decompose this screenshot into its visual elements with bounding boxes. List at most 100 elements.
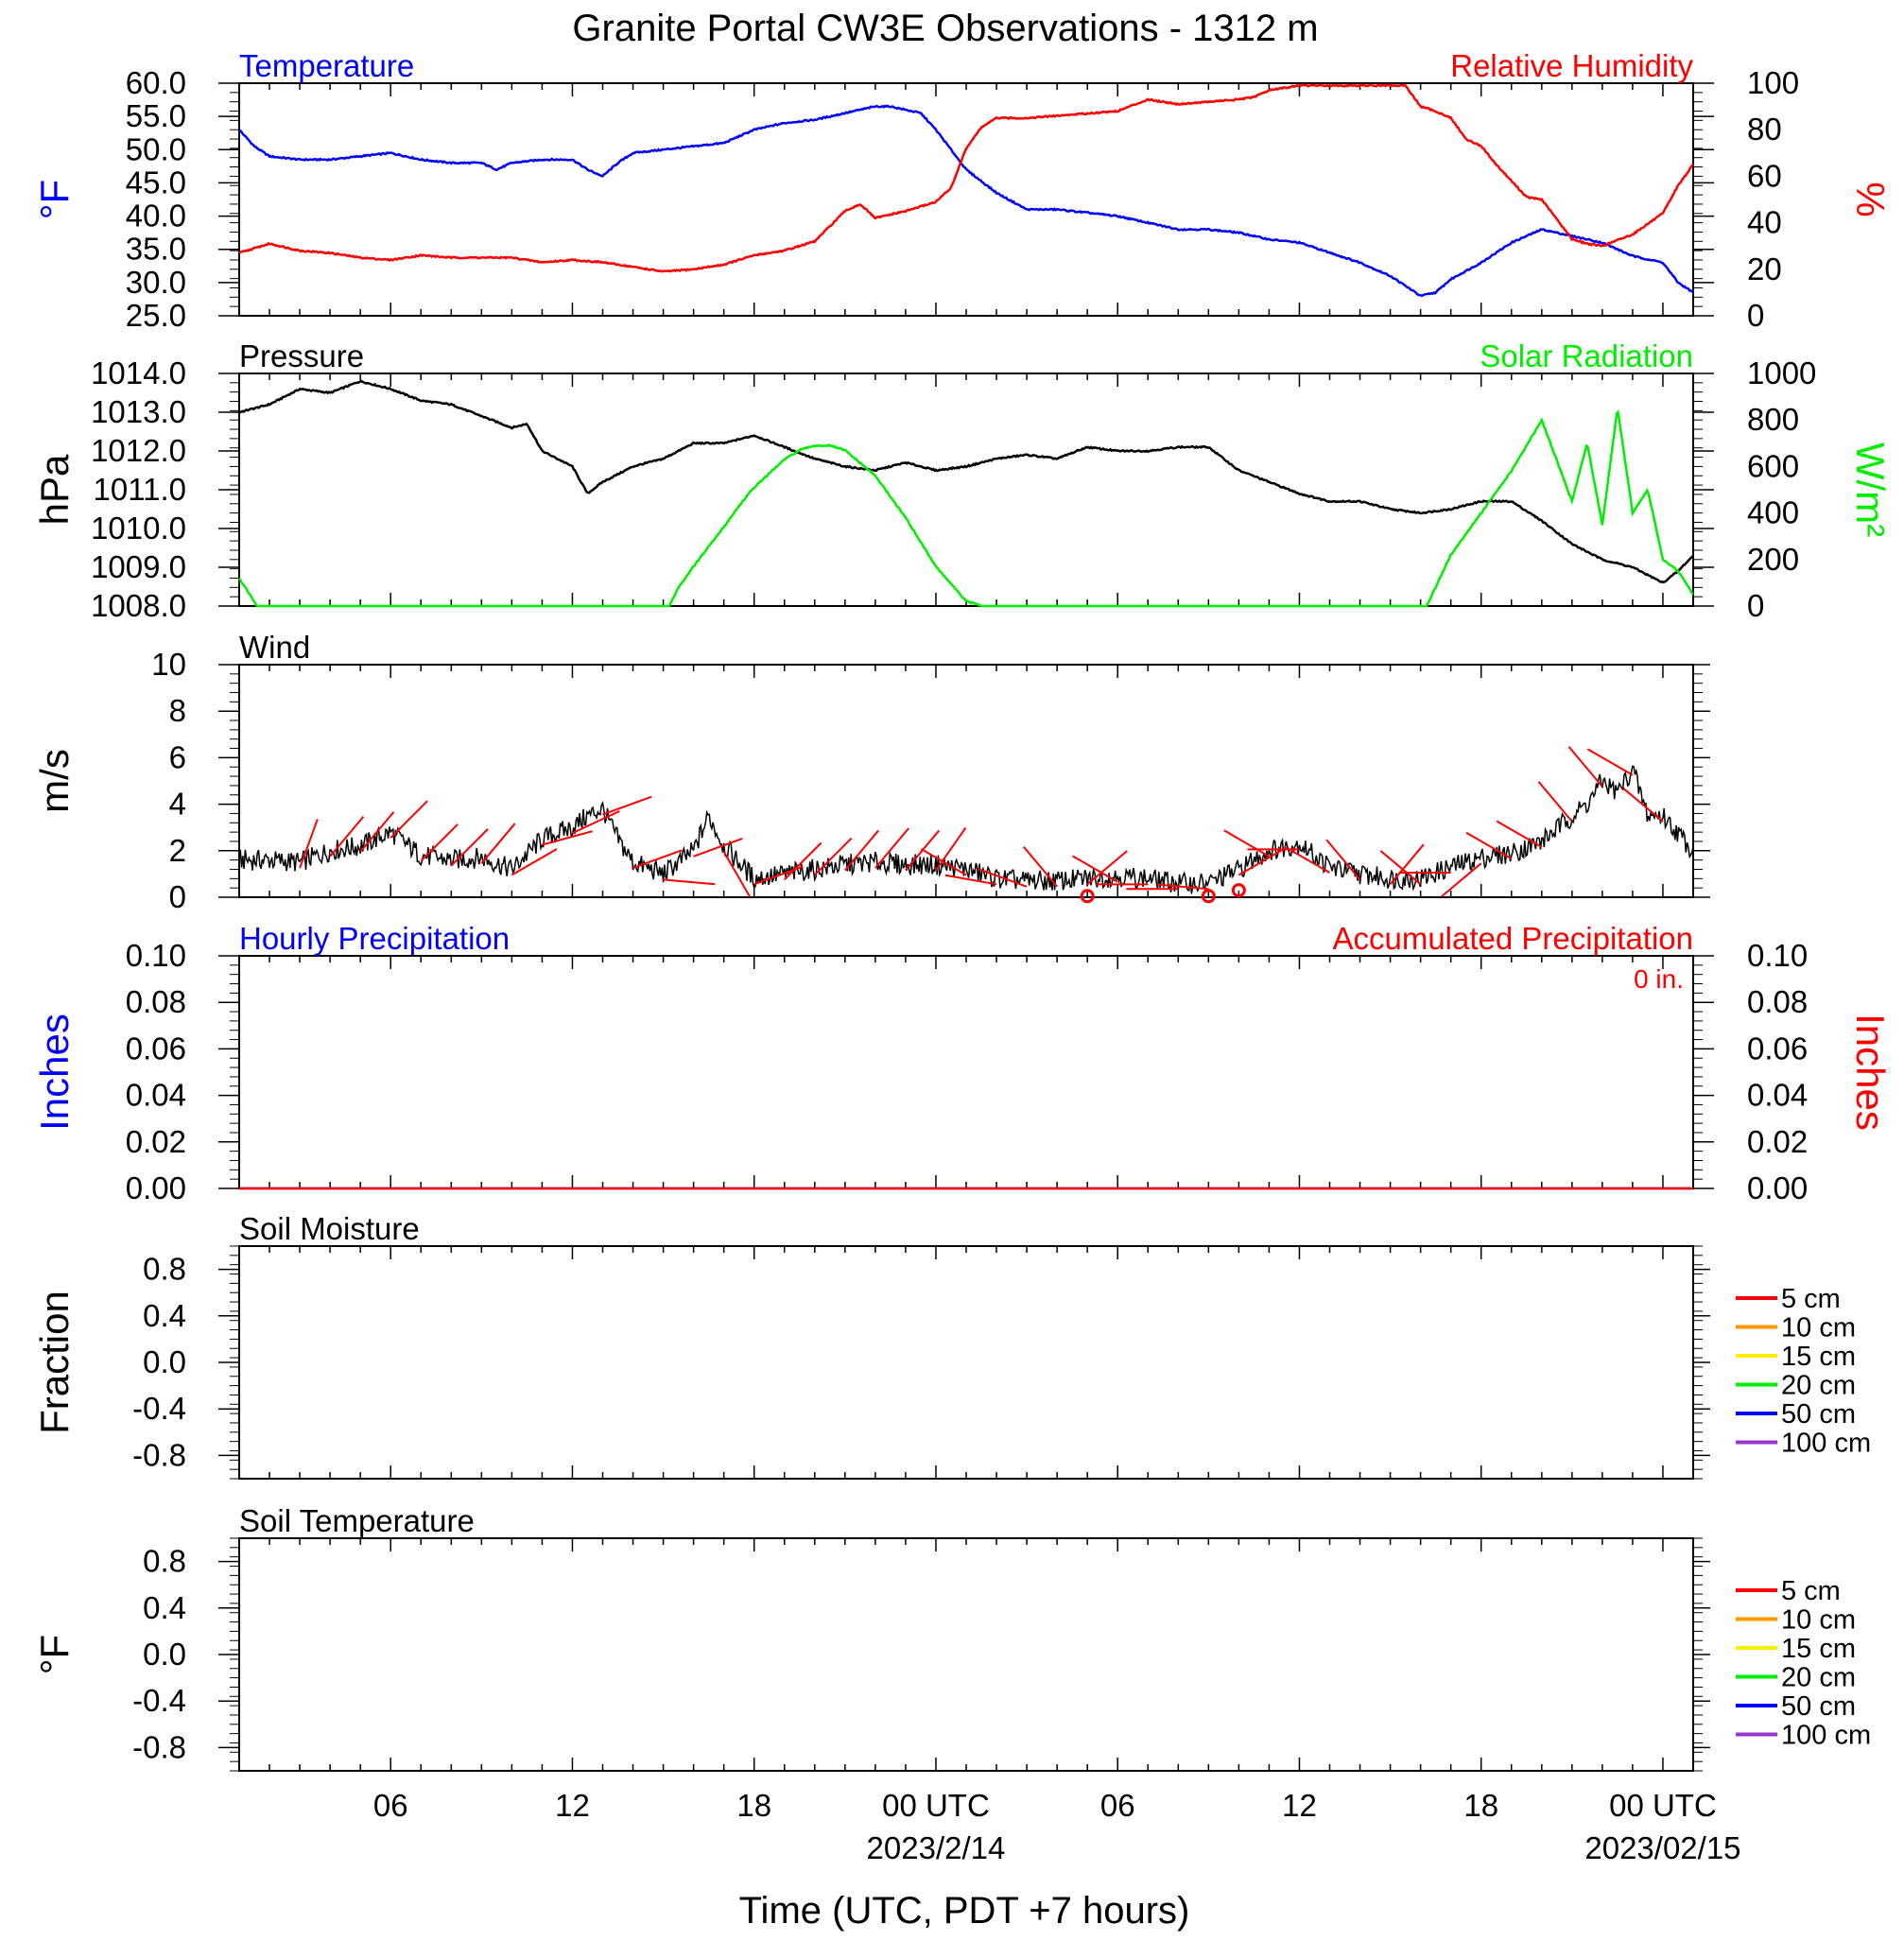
y-left-tick-label: 45.0: [126, 165, 186, 199]
calm-wind-marker: [1080, 889, 1095, 904]
x-tick-label: 00 UTC: [1609, 1788, 1717, 1823]
series-line-left: [239, 379, 1694, 584]
panel-title-left: Hourly Precipitation: [239, 921, 510, 956]
y-right-tick-label: 0.08: [1747, 984, 1808, 1019]
y-right-tick-label: 100: [1747, 65, 1799, 100]
wind-barb: [722, 851, 752, 898]
wind-barb: [1440, 862, 1482, 898]
y-left-tick-label: 40.0: [126, 199, 186, 234]
x-tick-label: 06: [373, 1788, 408, 1823]
legend-label: 100 cm: [1781, 1429, 1871, 1459]
wind-barb: [1086, 850, 1128, 886]
y-left-tick-label: 0.06: [126, 1031, 186, 1066]
wind-barb: [1567, 746, 1603, 788]
y-left-tick-label: 35.0: [126, 232, 186, 267]
plot-frame: [238, 1537, 1694, 1772]
y-left-tick-label: 50.0: [126, 131, 186, 166]
y-left-tick-label: 1011.0: [94, 472, 186, 507]
y-right-tick-label: 40: [1747, 205, 1782, 240]
y-right-tick-label: 400: [1747, 495, 1799, 530]
y-axis-label-left: °F: [32, 180, 77, 219]
legend-label: 20 cm: [1781, 1663, 1856, 1693]
y-axis-label-right: %: [1848, 182, 1893, 217]
panel-precipitation: 0.00 0.02 0.04 0.06 0.08 0.10 0.00 0.02 0.04 0.06…: [32, 921, 1893, 1205]
panel-temperature-humidity: 25.030.035.040.045.050.055.060.0 0 20 40 60 8…: [32, 48, 1893, 333]
y-left-tick-label: 0.0: [143, 1637, 186, 1672]
plot-frame: [238, 82, 1694, 317]
wind-barb: [1072, 855, 1118, 883]
y-right-tick-label: 60: [1747, 158, 1782, 193]
calm-wind-marker: [1231, 883, 1246, 898]
wind-barb: [480, 823, 516, 864]
wind-barb: [874, 827, 909, 869]
wind-barb: [359, 811, 395, 853]
wind-barb: [1465, 831, 1513, 860]
wind-barb: [1379, 850, 1422, 886]
wind-barb: [542, 830, 593, 846]
wind-barb: [663, 878, 716, 886]
wind-barb: [920, 848, 967, 876]
series-line-right: [237, 409, 1694, 608]
legend-label: 20 cm: [1781, 1371, 1856, 1401]
panel-title-left: Wind: [239, 630, 310, 665]
panel-title-left: Soil Temperature: [239, 1503, 475, 1538]
panel-title-right: Relative Humidity: [1450, 48, 1693, 83]
y-left-tick-label: 1010.0: [91, 511, 186, 546]
y-left-tick-label: 0.10: [126, 938, 186, 973]
wind-barb: [814, 837, 853, 876]
wind-barb: [602, 795, 652, 816]
calm-wind-marker: [1201, 889, 1216, 904]
plot-frame: [238, 955, 1694, 1189]
y-left-tick-label: 1008.0: [91, 588, 186, 623]
wind-barb: [329, 816, 365, 858]
legend-label: 10 cm: [1781, 1605, 1856, 1636]
y-axis-label-left: Fraction: [32, 1291, 77, 1434]
y-axis-label-right: Inches: [1848, 1014, 1893, 1131]
panel-title-right: Accumulated Precipitation: [1332, 921, 1693, 956]
y-left-tick-label: 0: [169, 879, 186, 914]
y-right-tick-label: 80: [1747, 112, 1782, 147]
series-line-left: [238, 765, 1694, 894]
x-tick-label: 12: [1282, 1788, 1317, 1823]
y-left-tick-label: 0.0: [143, 1344, 186, 1379]
y-left-tick-label: 1013.0: [91, 394, 186, 429]
wind-barb: [1586, 748, 1634, 776]
wind-barb: [572, 810, 620, 835]
y-right-tick-label: 0.04: [1747, 1078, 1808, 1113]
y-left-tick-label: 4: [169, 787, 186, 822]
wind-barb: [511, 848, 558, 876]
legend-label: 5 cm: [1781, 1284, 1841, 1314]
accumulation-total-label: 0 in.: [1634, 964, 1684, 994]
y-right-tick-label: 0.10: [1747, 938, 1808, 973]
y-axis-label-left: hPa: [32, 454, 77, 525]
wind-barb: [1325, 839, 1361, 881]
wind-barb: [1537, 781, 1573, 823]
y-right-tick-label: 0.00: [1747, 1170, 1808, 1205]
wind-barb: [450, 828, 489, 867]
x-tick-date-label: 2023/2/14: [867, 1830, 1006, 1865]
y-right-tick-label: 600: [1747, 448, 1799, 483]
y-left-tick-label: 30.0: [126, 265, 186, 300]
panel-soil-moisture: -0.8 -0.4 0.0 0.4 0.8 Soil Moisture Fraction 5 …: [32, 1211, 1871, 1480]
y-left-tick-label: 0.00: [126, 1170, 186, 1205]
legend-label: 15 cm: [1781, 1634, 1856, 1664]
y-right-tick-label: 1000: [1747, 355, 1816, 390]
y-axis-label-right: W/m²: [1848, 442, 1893, 537]
chart-title: Granite Portal CW3E Observations - 1312 …: [572, 8, 1318, 49]
y-left-tick-label: 55.0: [126, 98, 186, 133]
y-left-tick-label: 0.4: [143, 1298, 186, 1333]
wind-barb: [1223, 829, 1270, 858]
y-left-tick-label: 25.0: [126, 298, 186, 333]
y-left-tick-label: 60.0: [126, 65, 186, 100]
y-left-tick-label: 1014.0: [91, 355, 186, 390]
plot-frame: [238, 1245, 1694, 1480]
panel-title-left: Temperature: [239, 48, 414, 83]
wind-barb: [1284, 845, 1331, 874]
wind-barb: [420, 823, 459, 862]
wind-barb: [978, 868, 1028, 888]
y-right-tick-label: 800: [1747, 402, 1799, 437]
wind-barb: [784, 841, 822, 881]
y-axis-label-left: °F: [32, 1635, 77, 1674]
